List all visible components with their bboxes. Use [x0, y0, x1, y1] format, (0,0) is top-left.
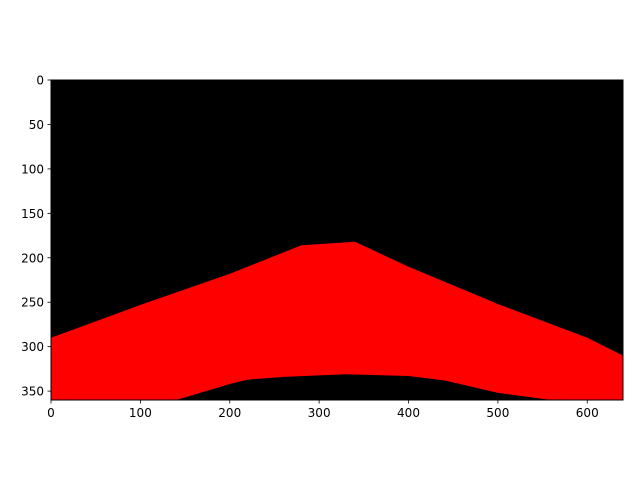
- x-tick-label: 400: [397, 406, 420, 420]
- x-tick-label: 100: [129, 406, 152, 420]
- y-tick-label: 300: [21, 340, 44, 354]
- mask-region: [51, 241, 623, 400]
- x-tick-label: 500: [486, 406, 509, 420]
- plot-frame: [50, 79, 624, 401]
- y-tick-label: 250: [21, 296, 44, 310]
- x-tick-label: 300: [308, 406, 331, 420]
- y-tick-label: 50: [29, 118, 44, 132]
- y-tick-label: 350: [21, 385, 44, 399]
- x-tick-label: 600: [576, 406, 599, 420]
- x-tick-label: 200: [218, 406, 241, 420]
- x-tick-label: 0: [47, 406, 55, 420]
- y-axis: 0 50 100 150 200 250 300 350: [21, 74, 51, 399]
- y-tick-label: 200: [21, 251, 44, 265]
- y-tick-label: 0: [36, 74, 44, 88]
- y-tick-label: 100: [21, 162, 44, 176]
- x-axis: 0 100 200 300 400 500 600: [47, 400, 599, 420]
- y-tick-label: 150: [21, 207, 44, 221]
